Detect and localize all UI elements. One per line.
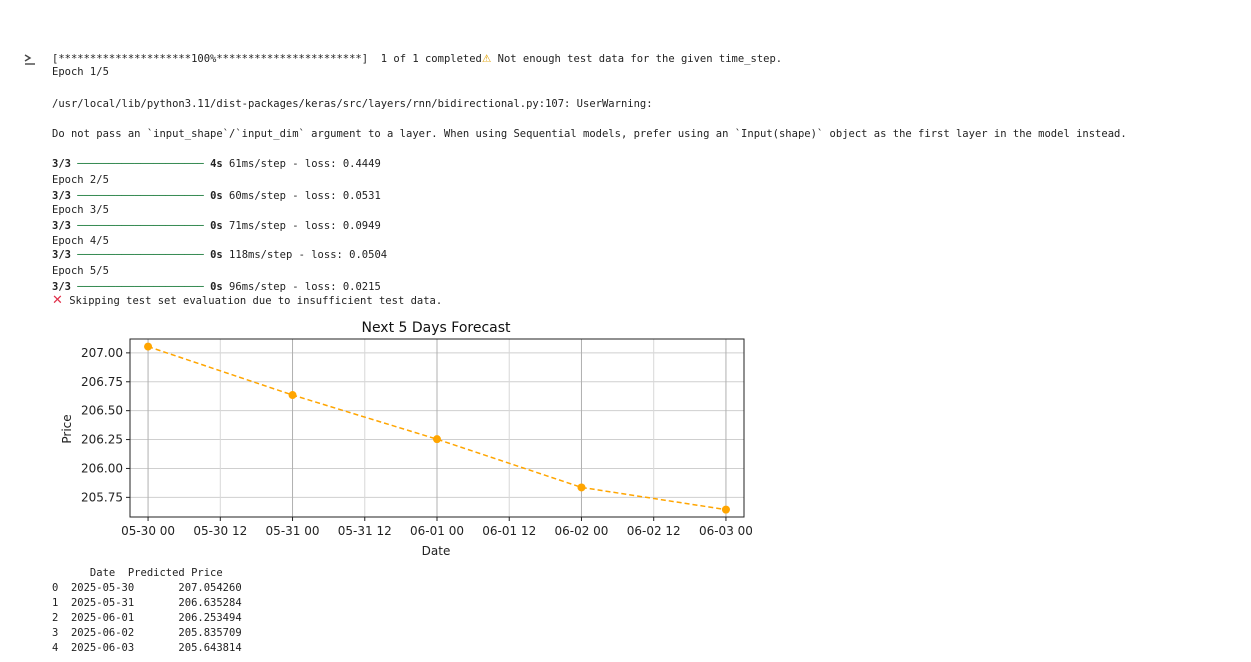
data-point (433, 435, 441, 444)
table-row: 2 2025-06-01 206.253494 (52, 612, 242, 624)
epoch-header-2: Epoch 2/5 (52, 174, 109, 186)
cross-icon: ✕ (52, 293, 63, 308)
data-point (144, 342, 153, 351)
epoch-header-4: Epoch 4/5 (52, 235, 109, 247)
download-progress-line: [*********************100%**************… (52, 53, 782, 66)
table-row: 1 2025-05-31 206.635284 (52, 597, 242, 609)
y-axis-label: Price (60, 414, 74, 443)
table-row: 3 2025-06-02 205.835709 (52, 627, 242, 639)
x-tick-label: 06-02 12 (627, 524, 681, 538)
forecast-table-header: Date Predicted Price (52, 567, 223, 579)
data-point (721, 505, 730, 514)
skip-evaluation-text: Skipping test set evaluation due to insu… (69, 295, 443, 307)
x-tick-label: 06-01 00 (410, 524, 464, 538)
epoch-progress-line-2: 3/3 ──────────────────── 0s 60ms/step - … (52, 190, 381, 202)
x-tick-label: 05-30 12 (193, 524, 247, 538)
y-tick-label: 207.00 (81, 346, 123, 360)
warning-inline-text: Not enough test data for the given time_… (497, 53, 783, 65)
y-axis-ticks: 205.75 206.00 206.25 206.50 206.75 207.00 (81, 346, 130, 504)
download-progress-bar: [*********************100%**************… (52, 53, 369, 65)
x-axis-ticks: 05-30 00 05-30 12 05-31 00 05-31 12 06-01 00… (121, 517, 752, 538)
x-axis-label: Date (422, 544, 451, 558)
forecast-chart: Next 5 Days Forecast 205.75206.00206.252… (60, 320, 752, 558)
x-tick-label: 05-31 00 (266, 524, 320, 538)
output-toggle-icon[interactable] (22, 52, 38, 68)
epoch-progress-line-4: 3/3 ──────────────────── 0s 118ms/step -… (52, 249, 388, 261)
userwarning-message: Do not pass an `input_shape`/`input_dim`… (52, 128, 1127, 140)
epoch-header-first: Epoch 1/5 (52, 66, 109, 78)
epoch-progress-line-3: 3/3 ──────────────────── 0s 71ms/step - … (52, 220, 381, 232)
y-tick-label: 205.75 (81, 490, 123, 504)
epoch-progress-line-5: 3/3 ──────────────────── 0s 96ms/step - … (52, 281, 381, 293)
epoch-header-3: Epoch 3/5 (52, 204, 109, 216)
skip-evaluation-line: ✕ Skipping test set evaluation due to in… (52, 294, 442, 308)
x-tick-label: 06-03 00 (699, 524, 752, 538)
data-point (288, 391, 297, 400)
series-line-predicted-price (147, 345, 727, 511)
warning-icon: ⚠ (481, 53, 492, 65)
userwarning-path: /usr/local/lib/python3.11/dist-packages/… (52, 98, 653, 110)
table-row: 0 2025-05-30 207.054260 (52, 582, 242, 594)
x-tick-label: 06-01 12 (482, 524, 536, 538)
chart-title: Next 5 Days Forecast (361, 320, 511, 336)
y-tick-label: 206.50 (81, 404, 123, 418)
data-point (577, 483, 586, 492)
y-tick-label: 206.75 (81, 375, 123, 389)
epoch-header-5: Epoch 5/5 (52, 265, 109, 277)
y-tick-label: 206.25 (81, 433, 123, 447)
epoch-progress-line-1: 3/3 ──────────────────── 4s 61ms/step - … (52, 158, 381, 170)
x-tick-label: 06-02 00 (554, 524, 608, 538)
download-completed-text: 1 of 1 completed (380, 53, 482, 65)
table-row: 4 2025-06-03 205.643814 (52, 642, 242, 654)
x-tick-label: 05-30 00 (121, 524, 175, 538)
chart-grid (130, 339, 744, 517)
x-tick-label: 05-31 12 (338, 524, 392, 538)
y-tick-label: 206.00 (81, 461, 123, 475)
series-points (144, 342, 730, 514)
